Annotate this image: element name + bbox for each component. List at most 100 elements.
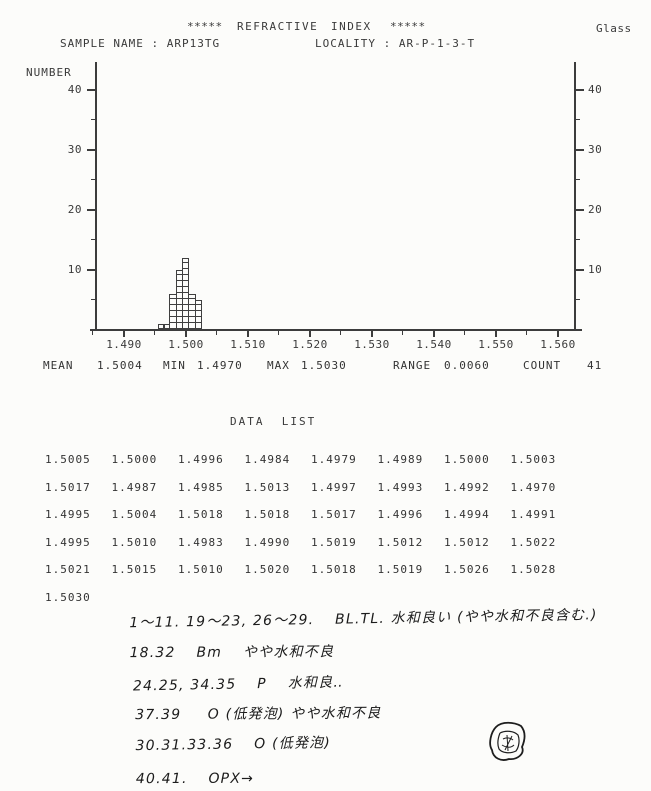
range-label: RANGE (393, 359, 432, 372)
page-title: REFRACTIVE (237, 20, 319, 33)
data-value: 1.5010 (178, 563, 224, 577)
x-tick (247, 331, 249, 337)
x-tick (309, 331, 311, 337)
data-value: 1.5003 (510, 453, 557, 466)
x-minor-tick (464, 331, 465, 335)
data-value: 1.5022 (510, 535, 557, 549)
handwritten-note-line: 1〜11. 19〜23, 26〜29. BL.TL. 水和良い (やや水和不良含… (129, 607, 598, 632)
handwritten-note-line: 40.41. OPX→ (135, 770, 255, 788)
y-tick-label: 30 (588, 143, 603, 156)
data-value: 1.4992 (444, 480, 490, 494)
data-list-row: 1.5021 1.5015 1.5010 1.5020 1.5018 1.5019 1.50… (45, 558, 577, 577)
data-value: 1.5015 (111, 563, 158, 577)
data-value: 1.5018 (178, 508, 224, 522)
y-tick-right (576, 209, 584, 211)
data-value: 1.5018 (311, 563, 357, 577)
y-tick-right (576, 89, 584, 91)
x-tick-label: 1.520 (292, 338, 328, 351)
data-list-row: 1.4995 1.5004 1.5018 1.5018 1.5017 1.4996 1.49… (45, 503, 577, 522)
count-value: 41 (587, 359, 603, 372)
data-list-row: 1.5017 1.4987 1.4985 1.5013 1.4997 1.4993 1.49… (45, 476, 577, 495)
data-value: 1.4991 (510, 508, 557, 522)
y-tick-left (87, 209, 95, 211)
data-value: 1.4996 (178, 453, 224, 466)
data-value: 1.5017 (311, 508, 357, 522)
y-minor-tick (576, 179, 580, 180)
data-value: 1.5028 (510, 563, 557, 577)
x-minor-tick (216, 331, 217, 335)
y-minor-tick (576, 119, 580, 120)
x-tick (185, 331, 187, 337)
data-value: 1.5017 (45, 480, 91, 494)
handwritten-note-line: 24.25, 34.35 P 水和良‥ (132, 674, 344, 695)
x-minor-tick (92, 331, 93, 335)
x-minor-tick (402, 331, 403, 335)
handwritten-notes: 1〜11. 19〜23, 26〜29. BL.TL. 水和良い (やや水和不良含… (127, 597, 639, 791)
mean-value: 1.5004 (97, 359, 143, 372)
data-list-row: 1.5030 (45, 586, 112, 605)
material-label: Glass (596, 22, 632, 35)
mean-label: MEAN (43, 359, 74, 372)
x-tick (433, 331, 435, 337)
y-tick-label: 40 (67, 83, 82, 96)
y-minor-tick (91, 299, 95, 300)
x-tick (557, 331, 559, 337)
x-tick-label: 1.540 (416, 338, 452, 351)
x-tick-label: 1.500 (168, 338, 204, 351)
x-tick-label: 1.530 (354, 338, 390, 351)
data-value: 1.4983 (178, 535, 224, 549)
y-tick-label: 20 (67, 203, 82, 216)
y-axis-left (95, 62, 97, 331)
data-value: 1.4989 (377, 453, 424, 466)
data-value: 1.5013 (244, 480, 291, 494)
data-list-row: 1.4995 1.5010 1.4983 1.4990 1.5019 1.5012 1.50… (45, 531, 577, 550)
data-value: 1.5012 (444, 535, 490, 549)
handwritten-note-line: 30.31.33.36 O (低発泡) (135, 735, 332, 755)
data-value: 1.5012 (377, 535, 424, 549)
data-value: 1.4987 (111, 480, 158, 494)
y-tick-right (576, 149, 584, 151)
page-title-2: INDEX (331, 20, 372, 33)
x-minor-tick (278, 331, 279, 335)
data-value: 1.5019 (377, 563, 424, 577)
data-value: 1.5010 (111, 535, 158, 549)
y-minor-tick (91, 119, 95, 120)
data-value: 1.4984 (244, 453, 291, 466)
y-minor-tick (91, 239, 95, 240)
handwritten-note-line: 37.39 O (低発泡) やや水和不良 (135, 705, 382, 724)
data-value: 1.4979 (311, 453, 357, 466)
x-tick (495, 331, 497, 337)
data-value: 1.4997 (311, 480, 357, 494)
data-value: 1.4995 (45, 535, 91, 549)
data-value: 1.4970 (510, 480, 557, 494)
count-label: COUNT (523, 359, 562, 372)
x-tick (123, 331, 125, 337)
y-tick-right (576, 269, 584, 271)
data-value: 1.4994 (444, 508, 490, 522)
max-label: MAX (267, 359, 290, 372)
max-value: 1.5030 (301, 359, 347, 372)
y-tick-label: 30 (67, 143, 82, 156)
x-minor-tick (154, 331, 155, 335)
y-axis-title: NUMBER (26, 66, 72, 79)
data-value: 1.4995 (45, 508, 91, 522)
y-minor-tick (576, 239, 580, 240)
x-tick (371, 331, 373, 337)
title-stars-left: ***** (187, 20, 223, 33)
x-axis (90, 329, 582, 331)
y-tick-left (87, 89, 95, 91)
y-tick-label: 20 (588, 203, 603, 216)
x-tick-label: 1.510 (230, 338, 266, 351)
y-tick-label: 10 (67, 263, 82, 276)
data-list-heading: DATA LIST (230, 415, 317, 428)
data-value: 1.5030 (45, 591, 91, 604)
x-tick-label: 1.550 (478, 338, 514, 351)
y-tick-left (87, 269, 95, 271)
y-tick-left (87, 149, 95, 151)
histogram-bar (194, 300, 202, 330)
y-minor-tick (91, 179, 95, 180)
data-value: 1.5019 (311, 535, 357, 549)
range-value: 0.0060 (444, 359, 490, 372)
